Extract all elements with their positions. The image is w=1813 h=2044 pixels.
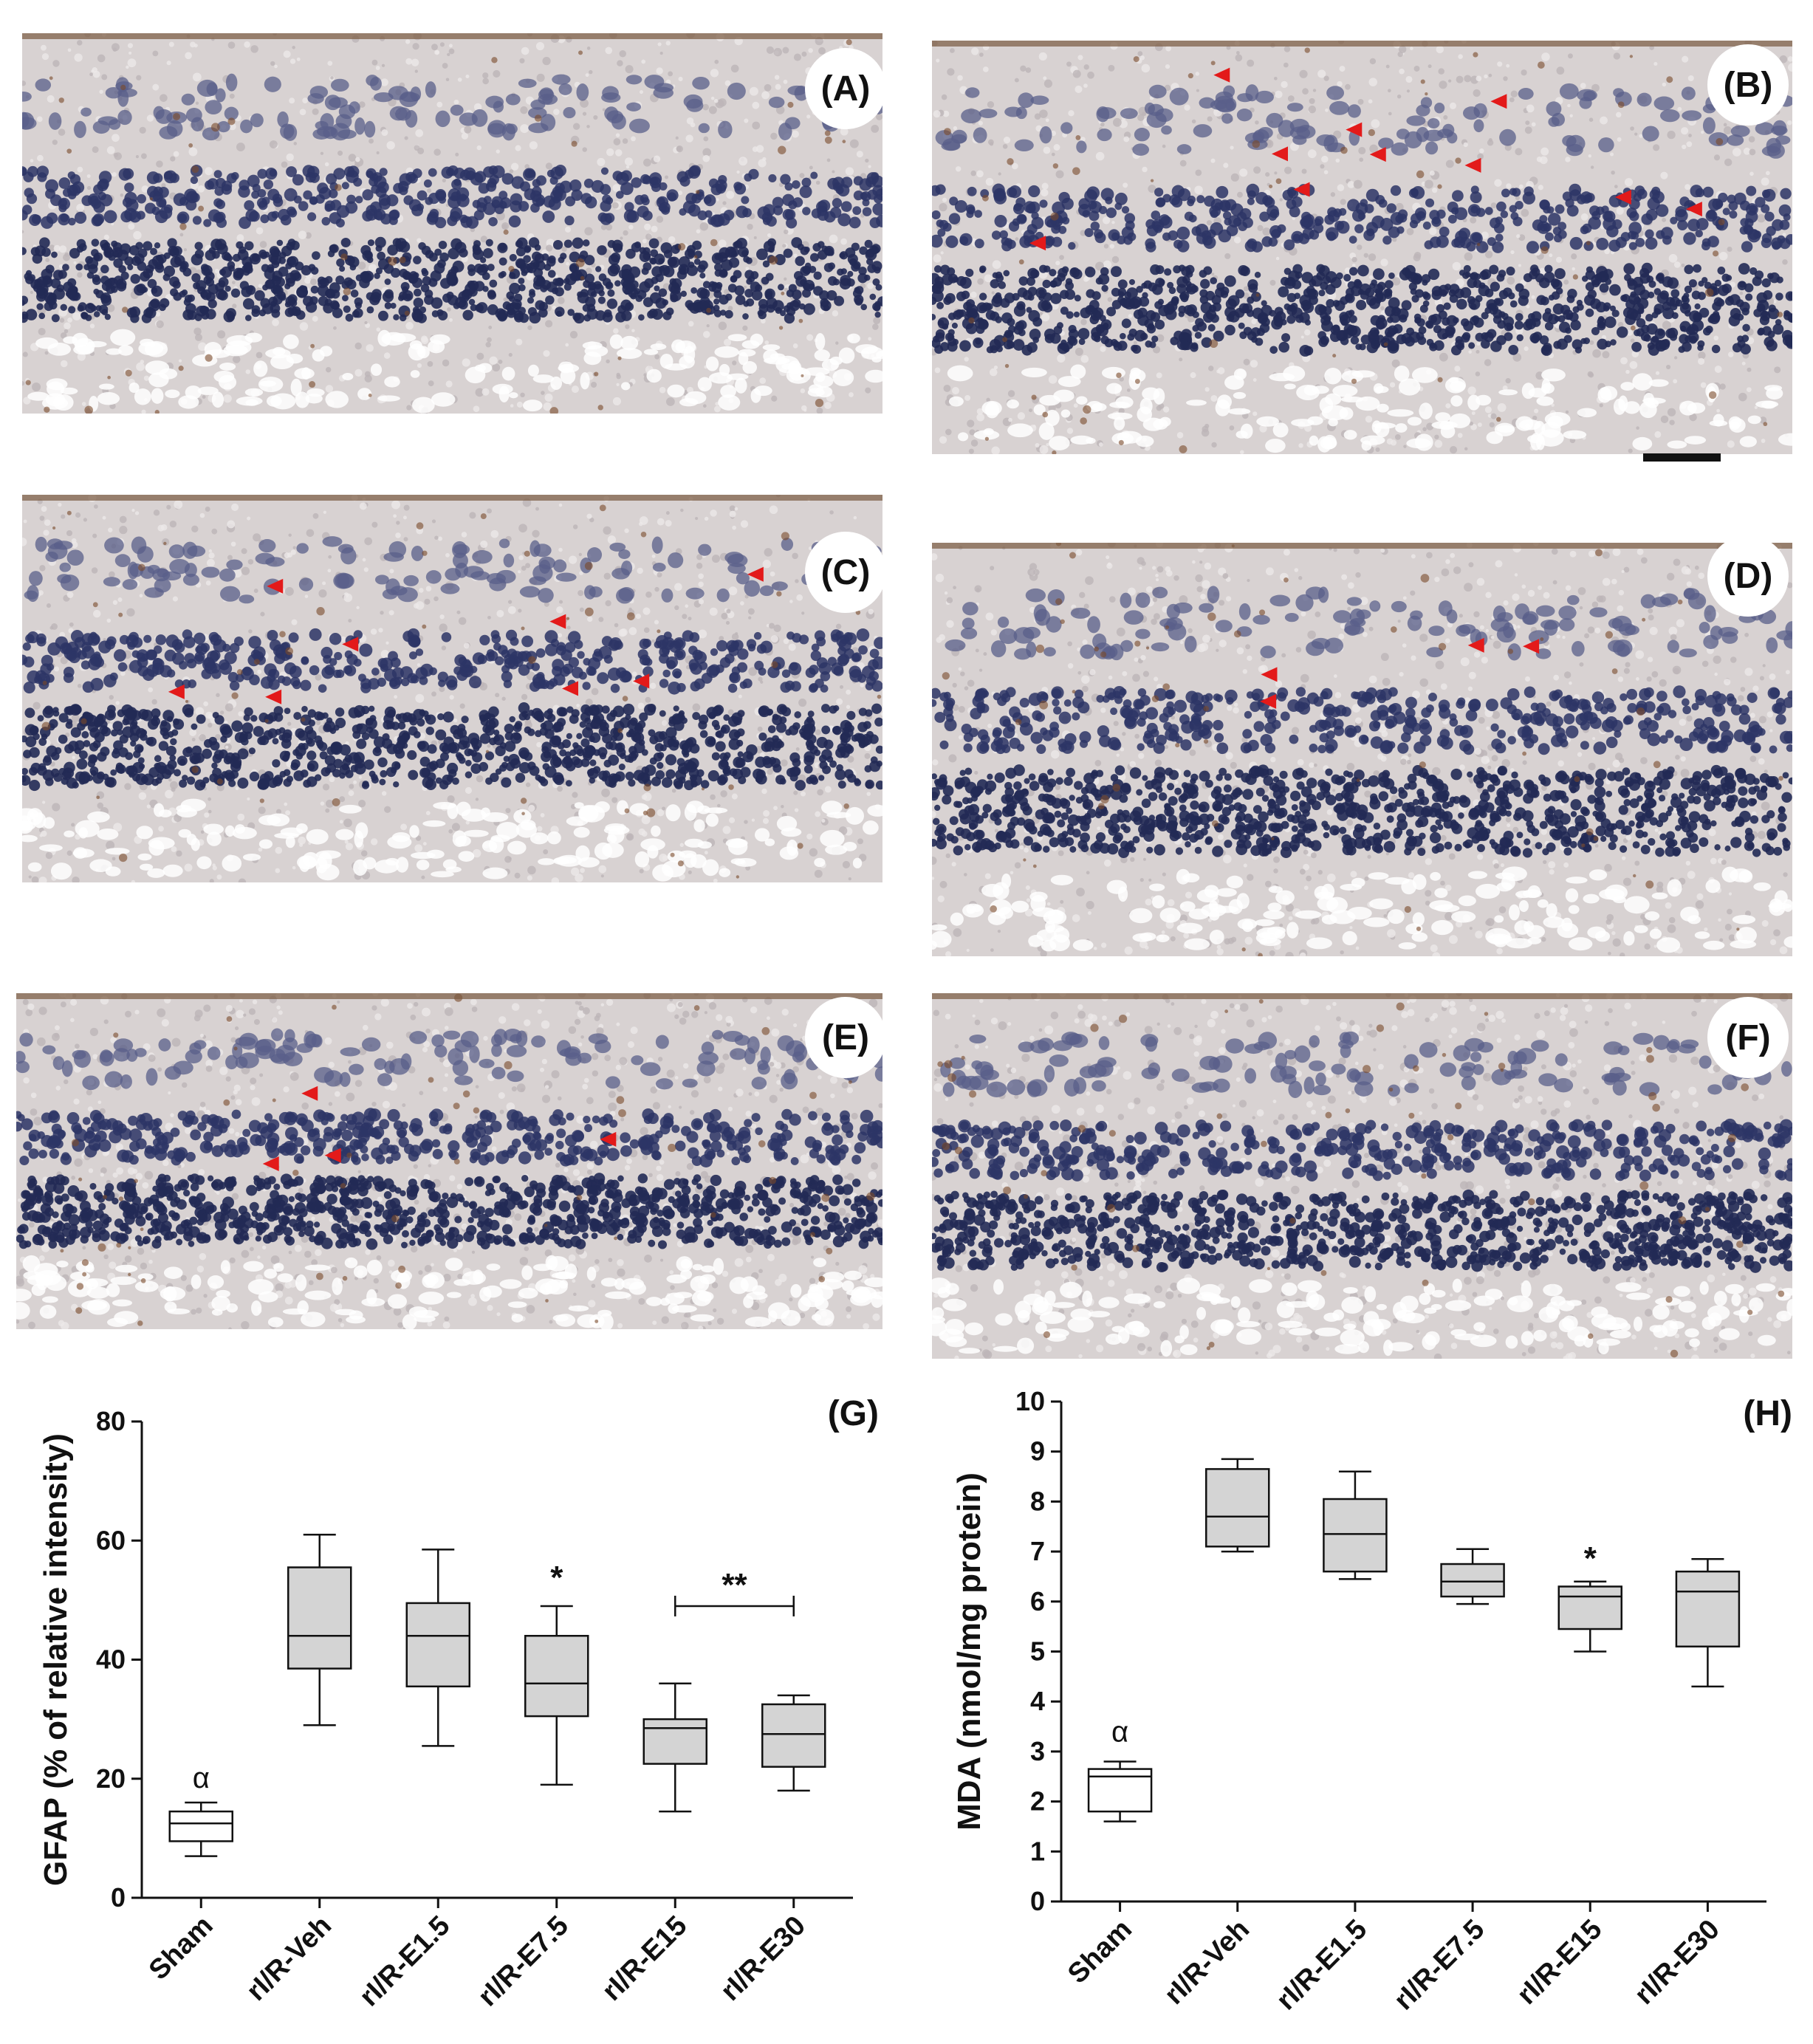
box-5 bbox=[642, 1682, 707, 1813]
panel-label-e: (E) bbox=[805, 997, 886, 1078]
iqr-box bbox=[761, 1703, 826, 1768]
x-tick-label: rI/R-E30 bbox=[1629, 1914, 1726, 2011]
y-tick-label: 8 bbox=[1030, 1486, 1045, 1516]
iqr-box bbox=[1440, 1563, 1505, 1598]
micrograph-b bbox=[932, 41, 1792, 454]
y-tick-label: 6 bbox=[1030, 1586, 1045, 1616]
y-tick-label: 0 bbox=[111, 1882, 126, 1913]
x-tick-label: rI/R-E15 bbox=[1511, 1914, 1608, 2011]
box-3 bbox=[1323, 1470, 1388, 1580]
micrograph-f bbox=[932, 993, 1792, 1359]
panel-label-f: (F) bbox=[1707, 997, 1789, 1078]
y-tick-label: 10 bbox=[1015, 1386, 1045, 1416]
box-6 bbox=[1675, 1558, 1741, 1688]
x-tick-label: Sham bbox=[1062, 1914, 1138, 1990]
x-tick-label: rI/R-Veh bbox=[1159, 1914, 1255, 2011]
iqr-box bbox=[524, 1635, 589, 1718]
chart-g: 0 20 40 60 80 GFAP (% of relative intensity) S… bbox=[0, 1381, 906, 2044]
scale-bar bbox=[1643, 453, 1721, 462]
iqr-box bbox=[1323, 1498, 1388, 1573]
x-tick-label: rI/R-E30 bbox=[715, 1910, 812, 2007]
chart-h: 0 1 2 3 4 5 6 7 8 9 10 MDA (nmol/mg protein) Sham rI/… bbox=[906, 1381, 1813, 2044]
y-tick-label: 1 bbox=[1030, 1836, 1045, 1866]
significance-marker: * bbox=[1584, 1540, 1597, 1577]
x-tick-label: rI/R-E1.5 bbox=[1271, 1914, 1374, 2017]
micrograph-d bbox=[932, 543, 1792, 956]
chart-panel-label: (G) bbox=[828, 1394, 879, 1433]
micrograph-e bbox=[16, 993, 882, 1329]
chart-panel-label: (H) bbox=[1743, 1394, 1792, 1433]
y-tick-label: 5 bbox=[1030, 1636, 1045, 1667]
box-4 bbox=[1440, 1548, 1505, 1605]
y-tick-label: 7 bbox=[1030, 1536, 1045, 1566]
y-tick-label: 9 bbox=[1030, 1436, 1045, 1467]
box-1 bbox=[1087, 1760, 1153, 1822]
box-1 bbox=[168, 1801, 233, 1857]
box-4 bbox=[524, 1605, 589, 1786]
significance-marker: * bbox=[550, 1560, 563, 1596]
x-tick-label: Sham bbox=[143, 1910, 219, 1986]
y-tick-label: 4 bbox=[1030, 1686, 1045, 1716]
y-tick-label: 80 bbox=[96, 1406, 126, 1436]
micrograph-a bbox=[22, 33, 882, 414]
iqr-box bbox=[1557, 1585, 1622, 1630]
alpha-marker: α bbox=[1111, 1715, 1128, 1748]
chart-h-svg: 0 1 2 3 4 5 6 7 8 9 10 MDA (nmol/mg protein) Sham rI/… bbox=[951, 1386, 1792, 2017]
iqr-box bbox=[1087, 1768, 1153, 1813]
iqr-box bbox=[168, 1810, 233, 1842]
iqr-box bbox=[642, 1718, 707, 1765]
box-5 bbox=[1557, 1580, 1622, 1653]
box-3 bbox=[405, 1549, 470, 1747]
iqr-box bbox=[287, 1566, 352, 1670]
y-tick-label: 40 bbox=[96, 1645, 126, 1675]
y-tick-label: 20 bbox=[96, 1763, 126, 1794]
panel-label-b: (B) bbox=[1707, 44, 1789, 126]
box-2 bbox=[287, 1533, 352, 1726]
y-tick-label: 2 bbox=[1030, 1786, 1045, 1817]
significance-marker: ** bbox=[722, 1567, 747, 1603]
y-axis-label: MDA (nmol/mg protein) bbox=[951, 1472, 987, 1831]
iqr-box bbox=[1205, 1468, 1270, 1548]
x-tick-label: rI/R-E15 bbox=[596, 1910, 693, 2007]
y-axis-label: GFAP (% of relative intensity) bbox=[38, 1433, 74, 1886]
x-tick-label: rI/R-E7.5 bbox=[472, 1910, 575, 2013]
panel-label-c: (C) bbox=[805, 532, 886, 613]
x-tick-label: rI/R-E1.5 bbox=[354, 1910, 456, 2013]
iqr-box bbox=[405, 1602, 470, 1688]
y-tick-label: 3 bbox=[1030, 1736, 1045, 1766]
box-2 bbox=[1205, 1458, 1270, 1553]
alpha-marker: α bbox=[193, 1762, 210, 1794]
x-tick-label: rI/R-Veh bbox=[241, 1910, 337, 2007]
panel-label-d: (D) bbox=[1707, 535, 1789, 617]
y-tick-label: 60 bbox=[96, 1525, 126, 1555]
x-tick-label: rI/R-E7.5 bbox=[1388, 1914, 1491, 2017]
chart-g-svg: 0 20 40 60 80 GFAP (% of relative intensity) S… bbox=[38, 1394, 879, 2013]
box-6 bbox=[761, 1694, 826, 1792]
iqr-box bbox=[1675, 1570, 1741, 1647]
panel-label-a: (A) bbox=[805, 48, 886, 129]
y-tick-label: 0 bbox=[1030, 1886, 1045, 1916]
micrograph-c bbox=[22, 495, 882, 882]
